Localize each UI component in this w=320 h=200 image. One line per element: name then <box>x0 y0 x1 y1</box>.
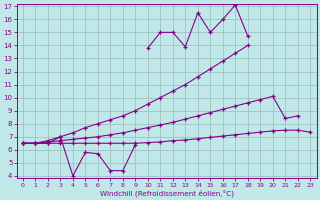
X-axis label: Windchill (Refroidissement éolien,°C): Windchill (Refroidissement éolien,°C) <box>100 189 234 197</box>
